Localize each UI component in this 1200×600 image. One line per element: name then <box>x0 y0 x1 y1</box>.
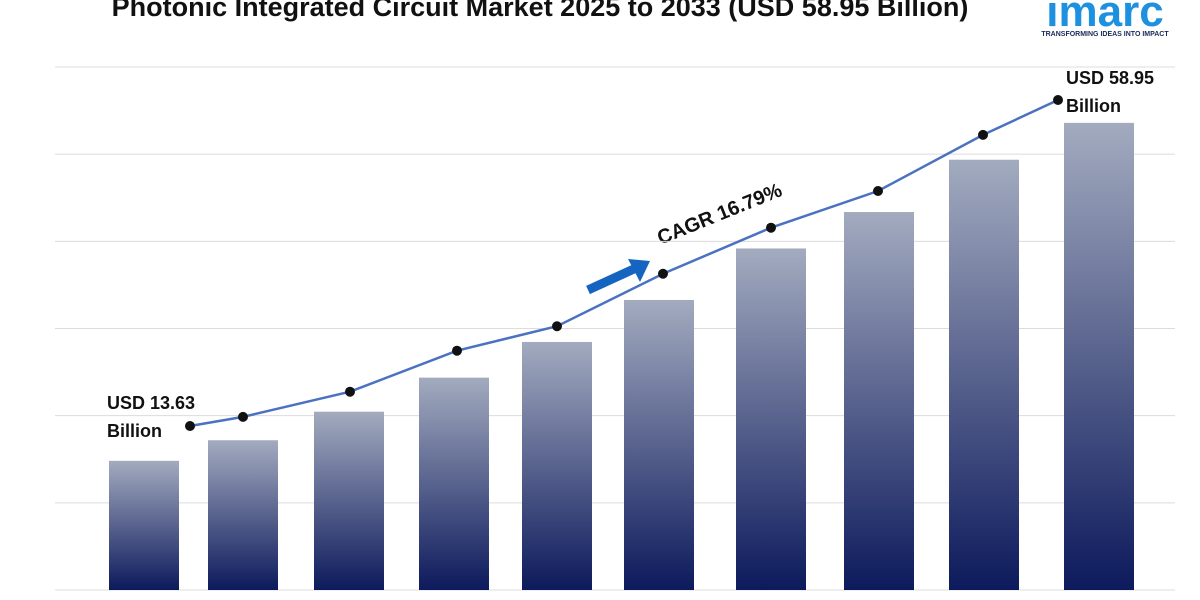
bar <box>949 159 1019 591</box>
point <box>552 321 562 332</box>
bar <box>522 341 592 590</box>
bar <box>208 440 278 590</box>
data-label: USD 13.63 Billion <box>107 393 195 441</box>
bar <box>419 377 489 590</box>
bar <box>844 212 914 590</box>
point <box>238 411 248 422</box>
point <box>766 222 776 233</box>
point <box>185 421 195 432</box>
bar <box>109 460 179 590</box>
data-label: USD 58.95 Billion <box>1066 68 1154 116</box>
bar <box>314 411 384 590</box>
bar <box>1064 122 1134 590</box>
point <box>1053 95 1063 106</box>
point <box>658 268 668 279</box>
bar <box>624 299 694 590</box>
cagr-label: CAGR 16.79% <box>654 179 785 249</box>
point <box>452 345 462 356</box>
point <box>978 129 988 140</box>
point <box>345 386 355 397</box>
tagline: TRANSFORMING IDEAS INTO IMPACT <box>1041 31 1169 38</box>
arrow <box>586 259 650 295</box>
bar <box>736 248 806 590</box>
chart-title: Photonic Integrated Circuit Market 2025 … <box>112 0 969 22</box>
line <box>189 98 1059 428</box>
logo: imarc <box>1046 0 1163 36</box>
point <box>873 186 883 197</box>
